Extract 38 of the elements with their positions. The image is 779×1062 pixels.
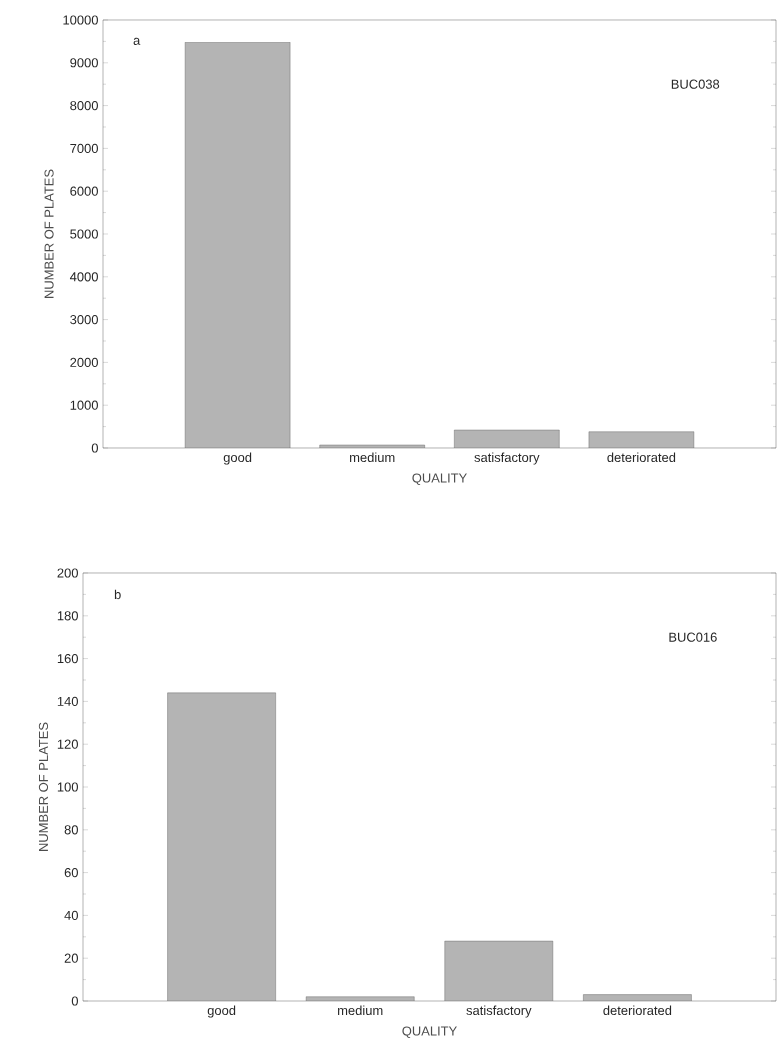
y-tick-label: 2000 bbox=[70, 357, 98, 367]
y-tick-label: 3000 bbox=[70, 315, 98, 325]
y-tick-label: 40 bbox=[64, 910, 78, 920]
annotation: BUC038 bbox=[671, 79, 720, 89]
y-tick-label: 8000 bbox=[70, 101, 98, 111]
x-tick-label: satisfactory bbox=[466, 1005, 532, 1018]
y-tick-label: 4000 bbox=[69, 272, 98, 282]
y-tick-label: 120 bbox=[57, 739, 78, 749]
x-tick-label: medium bbox=[338, 1005, 383, 1016]
x-tick-label: medium bbox=[350, 452, 395, 463]
y-tick-label: 60 bbox=[64, 868, 78, 878]
y-axis-title: NUMBER OF PLATES bbox=[44, 169, 54, 298]
x-tick-label: deteriorated bbox=[607, 452, 676, 463]
x-tick-label: deteriorated bbox=[603, 1005, 672, 1016]
annotation: b bbox=[114, 589, 121, 600]
y-tick-label: 140 bbox=[57, 696, 78, 706]
y-tick-label: 5000 bbox=[70, 229, 98, 239]
y-tick-label: 160 bbox=[57, 654, 78, 664]
y-tick-label: 180 bbox=[57, 611, 78, 621]
y-tick-label: 0 bbox=[91, 443, 98, 453]
y-tick-label: 200 bbox=[57, 568, 78, 578]
annotation: a bbox=[133, 37, 141, 45]
y-tick-label: 0 bbox=[71, 996, 78, 1006]
y-tick-label: 10000 bbox=[63, 15, 98, 25]
x-tick-label: good bbox=[223, 452, 252, 465]
y-tick-label: 7000 bbox=[70, 143, 98, 153]
x-axis-title: QUALITY bbox=[412, 473, 467, 485]
y-tick-label: 9000 bbox=[70, 58, 98, 68]
y-tick-label: 6000 bbox=[70, 186, 98, 196]
annotation: BUC016 bbox=[669, 632, 717, 642]
y-tick-label: 1000 bbox=[70, 400, 98, 410]
x-tick-label: good bbox=[207, 1005, 236, 1018]
y-tick-label: 20 bbox=[64, 953, 78, 963]
y-axis-title: NUMBER OF PLATES bbox=[38, 722, 49, 851]
y-tick-label: 80 bbox=[64, 825, 78, 835]
x-tick-label: satisfactory bbox=[474, 452, 540, 465]
y-tick-label: 100 bbox=[57, 782, 78, 792]
x-axis-title: QUALITY bbox=[402, 1026, 457, 1038]
